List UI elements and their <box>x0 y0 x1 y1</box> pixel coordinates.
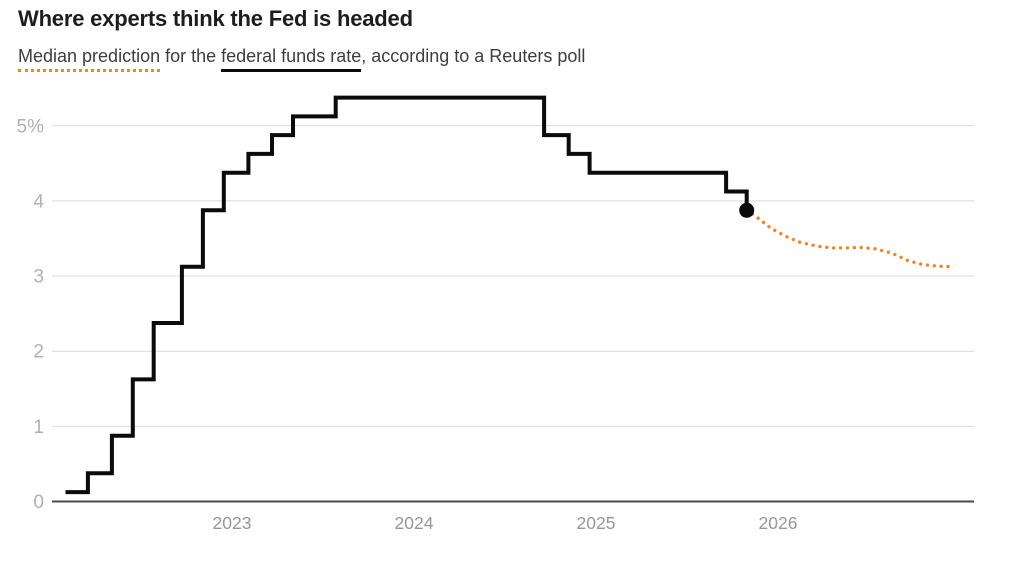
subtitle-text: for the <box>160 46 222 66</box>
subtitle-median-prediction-key: Median prediction <box>18 46 161 72</box>
y-axis-tick-label: 5% <box>17 116 45 137</box>
x-axis-tick-label: 2024 <box>395 513 434 533</box>
y-axis-tick-label: 4 <box>33 191 44 212</box>
current-rate-dot <box>739 202 755 218</box>
y-axis-tick-label: 0 <box>33 492 44 513</box>
y-axis-tick-label: 3 <box>33 267 44 288</box>
x-axis-tick-label: 2026 <box>759 513 798 533</box>
actual-rate-step-line <box>65 95 749 495</box>
y-axis-tick-label: 2 <box>33 342 44 363</box>
chart-title: Where experts think the Fed is headed <box>18 6 413 31</box>
forecast-dotted-line <box>745 208 955 269</box>
x-axis-tick-label: 2023 <box>213 513 252 533</box>
subtitle-federal-funds-rate-key: federal funds rate <box>221 46 362 72</box>
x-axis-tick-label: 2025 <box>577 513 616 533</box>
y-axis-tick-label: 1 <box>33 417 44 438</box>
chart-subtitle: Median prediction for the federal funds … <box>18 45 998 72</box>
subtitle-text-tail: , according to a Reuters poll <box>361 46 586 66</box>
chart-header: Where experts think the Fed is headed Me… <box>18 6 998 72</box>
